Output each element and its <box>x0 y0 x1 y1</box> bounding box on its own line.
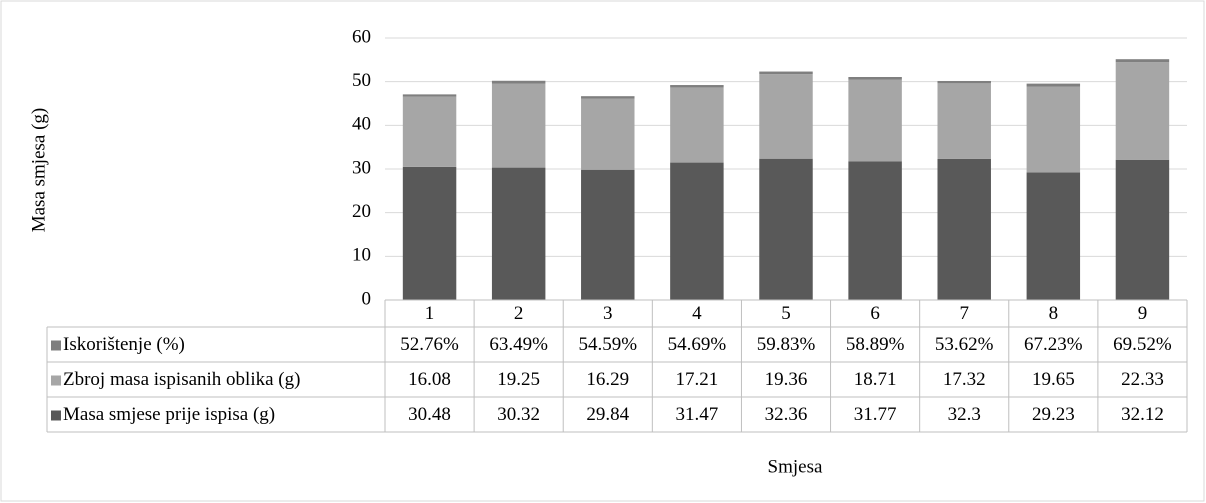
table-value: 16.08 <box>408 369 451 390</box>
table-value: 32.12 <box>1121 404 1164 425</box>
y-tick-label: 40 <box>352 114 371 135</box>
x-axis-title: Smjesa <box>768 456 823 477</box>
table-value: 19.36 <box>765 369 808 390</box>
table-value: 29.84 <box>586 404 629 425</box>
table-value: 19.25 <box>497 369 540 390</box>
table-value: 63.49% <box>489 334 548 355</box>
table-value: 19.65 <box>1032 369 1075 390</box>
table-value: 30.32 <box>497 404 540 425</box>
x-tick-label: 7 <box>959 303 969 324</box>
bar-segment <box>1115 159 1170 300</box>
bar-segment <box>848 79 902 162</box>
table-value: 54.59% <box>578 334 637 355</box>
legend-label: Iskorištenje (%) <box>63 334 185 355</box>
y-tick-label: 0 <box>362 288 372 309</box>
bar-segment <box>1026 83 1081 87</box>
table-value: 32.36 <box>765 404 808 425</box>
legend-swatch <box>51 375 61 386</box>
table-value: 31.47 <box>676 404 719 425</box>
bar-segment <box>491 80 546 84</box>
bar-segment <box>670 87 724 163</box>
table-value: 16.29 <box>586 369 629 390</box>
x-tick-label: 5 <box>781 303 791 324</box>
y-tick-label: 60 <box>352 26 371 47</box>
table-value: 32.3 <box>948 404 981 425</box>
legend-swatch <box>51 410 61 421</box>
x-tick-label: 9 <box>1138 303 1148 324</box>
bar-segment <box>1026 172 1081 300</box>
bar-segment <box>937 158 991 300</box>
bar-segment <box>581 98 635 170</box>
legend-swatch <box>51 340 61 351</box>
table-value: 22.33 <box>1121 369 1164 390</box>
table-value: 59.83% <box>757 334 816 355</box>
x-tick-label: 4 <box>692 303 702 324</box>
table-value: 54.69% <box>668 334 727 355</box>
bar-segment <box>848 76 902 80</box>
table-value: 58.89% <box>846 334 905 355</box>
bar-segment <box>759 158 813 300</box>
table-value: 69.52% <box>1113 334 1172 355</box>
bar-segment <box>402 96 457 167</box>
bar-segment <box>937 80 991 84</box>
bar-segment <box>491 167 546 300</box>
x-tick-label: 8 <box>1049 303 1059 324</box>
table-value: 29.23 <box>1032 404 1075 425</box>
x-tick-label: 2 <box>514 303 524 324</box>
bar-segment <box>581 169 635 300</box>
table-value: 17.21 <box>676 369 719 390</box>
x-tick-label: 3 <box>603 303 613 324</box>
bar-segment <box>848 161 902 300</box>
bar-segment <box>670 85 724 88</box>
y-axis-title: Masa smjesa (g) <box>28 108 49 233</box>
bar-segment <box>937 83 991 159</box>
y-tick-label: 50 <box>352 70 371 91</box>
legend-label: Masa smjese prije ispisa (g) <box>63 404 275 425</box>
table-value: 52.76% <box>400 334 459 355</box>
bar-segment <box>1115 62 1170 160</box>
y-tick-label: 20 <box>352 201 371 222</box>
x-tick-label: 6 <box>870 303 880 324</box>
table-value: 17.32 <box>943 369 986 390</box>
legend-label: Zbroj masa ispisanih oblika (g) <box>63 369 300 390</box>
bar-segment <box>759 74 813 159</box>
bar-segment <box>759 71 813 75</box>
bar-segment <box>581 96 635 99</box>
bar-segment <box>1026 86 1081 173</box>
bar-segment <box>402 166 457 300</box>
bar-segment <box>670 162 724 300</box>
table-value: 67.23% <box>1024 334 1083 355</box>
table-value: 30.48 <box>408 404 451 425</box>
table-value: 31.77 <box>854 404 897 425</box>
y-tick-label: 30 <box>352 157 371 178</box>
bar-segment <box>1115 59 1170 63</box>
table-value: 53.62% <box>935 334 994 355</box>
x-tick-label: 1 <box>425 303 435 324</box>
table-value: 18.71 <box>854 369 897 390</box>
bar-segment <box>402 94 457 97</box>
bar-segment <box>491 83 546 168</box>
y-tick-label: 10 <box>352 245 371 266</box>
